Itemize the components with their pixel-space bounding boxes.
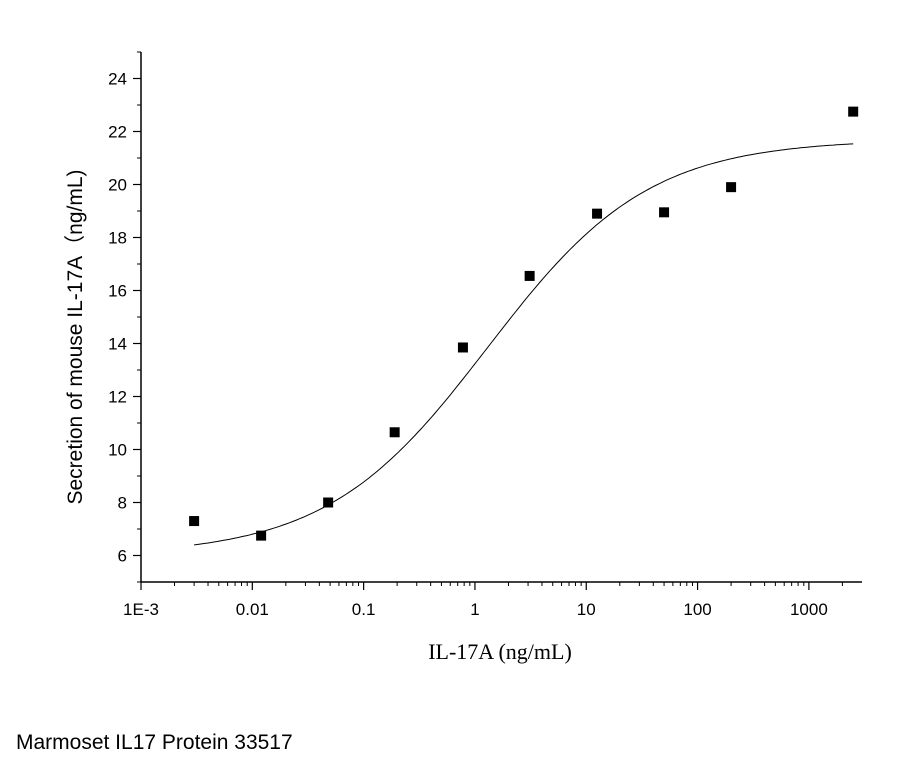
fit-curve-group — [194, 143, 854, 546]
data-point — [256, 530, 267, 541]
axes: 6 8 10 12 14 16 18 20 22 24 1E-3 0.01 0.1 1 10 100 1000 — [108, 51, 862, 619]
data-point — [848, 106, 859, 117]
x-tick-label: 1 — [470, 600, 479, 619]
y-tick-label: 18 — [108, 229, 127, 248]
fit-curve — [194, 143, 854, 546]
y-axis-label: Secretion of mouse IL-17A（ng/mL) — [64, 170, 87, 505]
y-tick-label: 20 — [108, 176, 127, 195]
x-tick-label: 0.01 — [236, 600, 269, 619]
data-point — [659, 207, 670, 218]
x-tick-label: 100 — [683, 600, 711, 619]
y-tick-label: 10 — [108, 441, 127, 460]
y-tick-label: 6 — [118, 547, 127, 566]
y-tick-label: 24 — [108, 70, 127, 89]
data-point — [189, 516, 200, 527]
x-tick-label: 0.1 — [352, 600, 376, 619]
caption: Marmoset IL17 Protein 33517 — [16, 731, 293, 754]
y-tick-label: 16 — [108, 282, 127, 301]
data-points — [189, 106, 859, 541]
data-point — [457, 342, 468, 353]
x-tick-label: 1000 — [790, 600, 828, 619]
data-point — [524, 270, 535, 281]
x-tick-label: 1E-3 — [123, 600, 159, 619]
x-tick-label: 10 — [577, 600, 596, 619]
data-point — [389, 427, 400, 438]
data-point — [592, 208, 603, 219]
y-tick-label: 22 — [108, 123, 127, 142]
data-point — [323, 497, 334, 508]
y-tick-label: 14 — [108, 335, 127, 354]
x-axis-label: IL-17A (ng/mL) — [428, 639, 572, 664]
y-tick-label: 12 — [108, 388, 127, 407]
y-tick-label: 8 — [118, 494, 127, 513]
data-point — [726, 182, 737, 193]
